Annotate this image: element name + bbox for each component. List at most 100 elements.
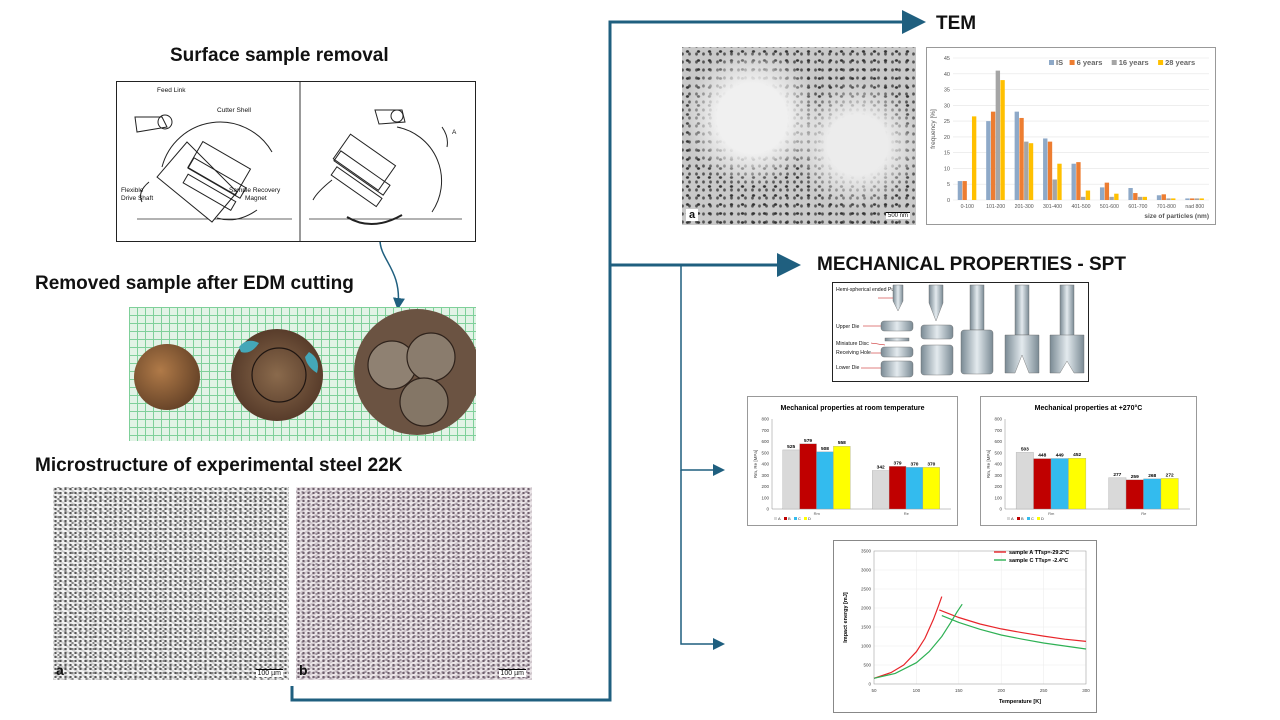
legend-label: 16 years — [1119, 58, 1149, 67]
data-label: 508 — [821, 446, 829, 452]
x-tick-label: nad 800 — [1185, 204, 1204, 210]
spt-label-punch: Hemi-spherical ended Punch — [836, 287, 903, 293]
series-line — [873, 603, 963, 679]
y-tick-label: 500 — [994, 450, 1002, 455]
y-tick-label: 40 — [944, 72, 950, 78]
bar-28-years-401-500 — [1085, 190, 1091, 200]
bar-C-Re — [1143, 478, 1162, 510]
legend-label: D — [1041, 516, 1044, 521]
bar-28-years-nad 800 — [1199, 198, 1204, 200]
data-label: 503 — [1021, 446, 1029, 452]
legend-label: 6 years — [1077, 58, 1103, 67]
y-tick-label: 500 — [863, 663, 871, 668]
tem-micrograph: a 500 nm — [682, 47, 916, 225]
y-tick-label: 800 — [994, 417, 1002, 422]
heading-removed-sample: Removed sample after EDM cutting — [35, 273, 354, 294]
y-tick-label: 100 — [994, 495, 1002, 500]
legend-swatch — [1049, 60, 1054, 65]
bar-6-years-301-400 — [1047, 141, 1053, 200]
bar-6-years-701-800 — [1161, 194, 1166, 200]
legend-label: C — [1031, 516, 1034, 521]
bar-C-Rm — [816, 451, 834, 510]
y-tick-label: 500 — [761, 450, 769, 455]
legend-label: IS — [1056, 58, 1063, 67]
bar-28-years-501-600 — [1114, 193, 1119, 200]
spt-label-hole: Receiving Hole — [836, 350, 871, 356]
y-tick-label: 2500 — [861, 587, 872, 592]
micrograph-a-label: a — [56, 662, 64, 678]
data-label: 268 — [1148, 473, 1156, 479]
y-tick-label: 25 — [944, 119, 950, 125]
legend-swatch — [1158, 60, 1164, 65]
x-tick-label: 150 — [955, 688, 963, 693]
x-tick-label: 701-800 — [1157, 204, 1176, 210]
arrow-to-impact-chart — [680, 470, 725, 650]
data-label: 272 — [1166, 472, 1174, 478]
legend-label: sample C TTsp= -2.4°C — [1009, 558, 1068, 564]
heading-microstructure: Microstructure of experimental steel 22K — [35, 455, 403, 476]
label-cutter-shell: Cutter Shell — [217, 107, 252, 114]
y-tick-label: 800 — [761, 417, 769, 422]
sample-removal-schematic: Feed Link Cutter Shell Flexible Drive Sh… — [116, 81, 476, 242]
y-axis-label: Rm, Re [MPa] — [986, 450, 991, 478]
y-tick-label: 2000 — [861, 606, 872, 611]
legend-label: B — [788, 516, 791, 521]
tem-scale: 500 nm — [885, 212, 910, 219]
series-line — [941, 615, 1087, 650]
data-label: 525 — [787, 444, 795, 450]
x-tick-label: Re — [904, 511, 910, 516]
data-label: 379 — [894, 460, 902, 466]
data-label: 448 — [1038, 453, 1046, 459]
data-label: 259 — [1131, 474, 1139, 480]
x-tick-label: 201-300 — [1015, 204, 1034, 210]
y-tick-label: 35 — [944, 88, 950, 94]
x-tick-label: 50 — [871, 688, 877, 693]
series-line — [939, 609, 1087, 642]
label-sample-recovery: Sample Recovery — [229, 187, 281, 194]
legend-swatch — [1037, 517, 1040, 520]
bar-6-years-401-500 — [1076, 162, 1081, 200]
bar-6-years-0-100 — [962, 181, 967, 200]
data-label: 370 — [910, 461, 918, 467]
micrograph-a: a 100 µm — [53, 487, 289, 680]
micrograph-b-label: b — [299, 662, 308, 678]
y-tick-label: 200 — [761, 484, 769, 489]
x-tick-label: 250 — [1040, 688, 1048, 693]
y-tick-label: 300 — [761, 473, 769, 478]
legend-swatch — [794, 517, 797, 520]
y-tick-label: 45 — [944, 56, 950, 62]
bar-B-Re — [888, 466, 907, 510]
bar-16-years-501-600 — [1109, 196, 1114, 200]
y-tick-label: 600 — [994, 439, 1002, 444]
label-rotation-a: A — [452, 129, 457, 136]
y-axis-label: frequency [%] — [930, 109, 937, 149]
y-axis-label: Impact energy [mJ] — [843, 592, 849, 643]
heading-tem: TEM — [936, 13, 977, 34]
heading-surface-sample-removal: Surface sample removal — [170, 45, 389, 66]
bar-C-Rm — [1050, 458, 1069, 510]
legend-label: B — [1021, 516, 1024, 521]
x-tick-label: 200 — [997, 688, 1005, 693]
y-tick-label: 3000 — [861, 568, 872, 573]
plot-area — [873, 550, 1087, 685]
x-tick-label: Re — [1141, 511, 1147, 516]
mech-rt-chart: Mechanical properties at room temperatur… — [747, 396, 958, 526]
bar-IS-601-700 — [1128, 188, 1133, 200]
bar-C-Re — [905, 467, 924, 510]
tem-label: a — [686, 209, 699, 221]
y-tick-label: 0 — [766, 507, 769, 512]
bar-16-years-101-200 — [995, 70, 1001, 200]
y-tick-label: 400 — [994, 462, 1002, 467]
data-label: 452 — [1073, 452, 1081, 458]
bar-IS-501-600 — [1099, 187, 1105, 200]
legend-swatch — [784, 517, 787, 520]
particle-size-chart: 0 5 10 15 20 25 30 35 40 45 frequency [%] 0-100 101-… — [926, 47, 1216, 225]
y-tick-label: 0 — [868, 682, 871, 687]
micrograph-b: b 100 µm — [296, 487, 532, 680]
legend-label: D — [808, 516, 811, 521]
bar-B-Re — [1125, 479, 1144, 510]
bar-IS-0-100 — [957, 181, 963, 200]
y-tick-label: 10 — [944, 166, 950, 172]
mech-270-chart: Mechanical properties at +270°C 0 100 200 30… — [980, 396, 1197, 526]
y-tick-label: 15 — [944, 151, 950, 157]
